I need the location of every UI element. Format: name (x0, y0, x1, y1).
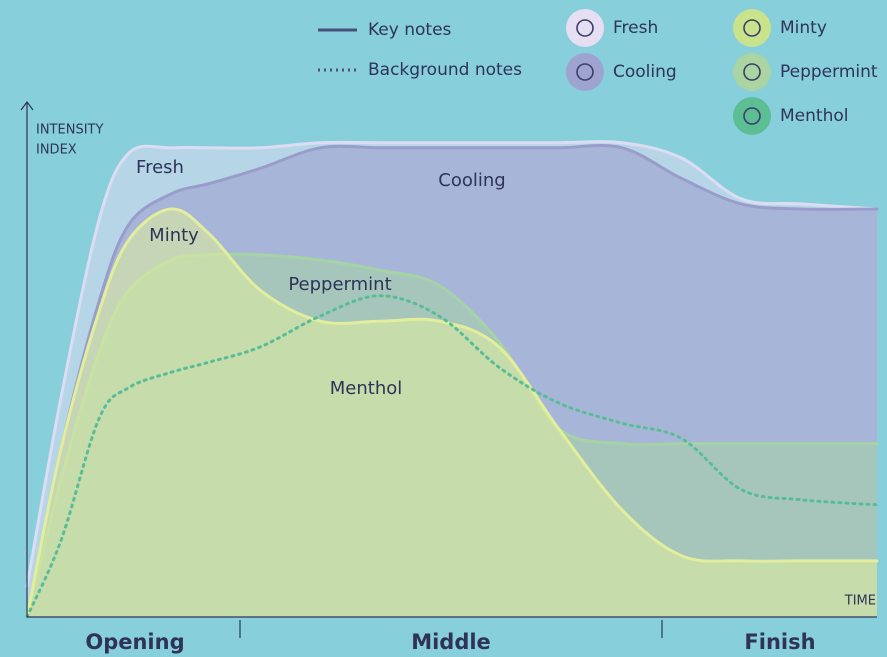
legend-icon (566, 9, 604, 47)
x-axis-label: TIME (844, 594, 876, 609)
legend-icon-glyph (576, 63, 594, 81)
curve-label: Fresh (136, 157, 184, 178)
curve-label: Menthol (330, 378, 403, 399)
phase-label: Finish (744, 630, 815, 654)
legend-icon (733, 97, 771, 135)
legend-icon-glyph (743, 19, 761, 37)
legend-icon (733, 53, 771, 91)
legend-icon-glyph (743, 63, 761, 81)
legend-label: Cooling (613, 62, 677, 82)
legend-label: Menthol (780, 106, 848, 126)
phase-label: Opening (85, 630, 184, 654)
legend-label: Minty (780, 18, 827, 38)
legend-icon (733, 9, 771, 47)
legend: Key notes Background notes Fresh Cooling Pep… (318, 9, 878, 135)
legend-label: Key notes (368, 20, 452, 40)
y-axis-label: INTENSITY (36, 123, 103, 138)
legend-label: Fresh (613, 18, 658, 38)
curve-label: Cooling (438, 170, 505, 191)
legend-icon-glyph (576, 19, 594, 37)
curve-label: Peppermint (288, 274, 391, 295)
legend-icon-glyph (743, 107, 761, 125)
area-fill (27, 208, 877, 617)
y-axis-arrow (20, 101, 34, 111)
curve (25, 207, 879, 619)
curve-label: Minty (149, 225, 199, 246)
legend-label: Peppermint (780, 62, 878, 82)
legend-icon (566, 53, 604, 91)
curve (25, 144, 879, 619)
legend-label: Background notes (368, 60, 522, 80)
curve (25, 294, 879, 619)
curve (25, 140, 879, 588)
phase-label: Middle (411, 630, 491, 654)
plot-area (25, 140, 879, 619)
y-axis-label: INDEX (36, 143, 77, 158)
